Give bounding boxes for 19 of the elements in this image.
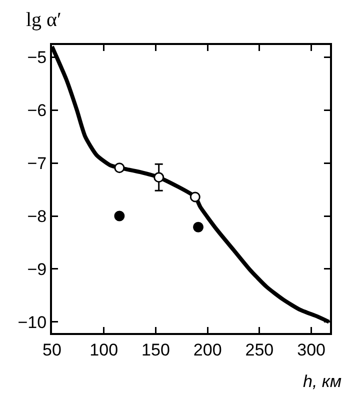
y-axis-title: lg α′: [26, 9, 62, 31]
x-tick-label: 100: [90, 340, 118, 360]
x-tick-label: 200: [193, 340, 222, 360]
x-tick-label: 300: [297, 340, 326, 360]
y-tick-label: −7: [27, 154, 47, 174]
point: [193, 222, 204, 232]
point: [190, 192, 200, 202]
y-tick-label: −5: [27, 48, 47, 68]
x-axis-title: h, км: [303, 372, 342, 391]
y-tick-label: −9: [27, 260, 47, 279]
x-tick-label: 50: [42, 340, 62, 360]
x-tick-label: 150: [142, 340, 170, 360]
point: [114, 210, 125, 222]
x-tick-label: 250: [245, 340, 274, 360]
point: [114, 162, 125, 174]
y-tick-label: −8: [27, 206, 47, 226]
y-tick-label: −6: [27, 101, 47, 120]
y-tick-label: −10: [18, 312, 47, 332]
point: [154, 172, 164, 183]
